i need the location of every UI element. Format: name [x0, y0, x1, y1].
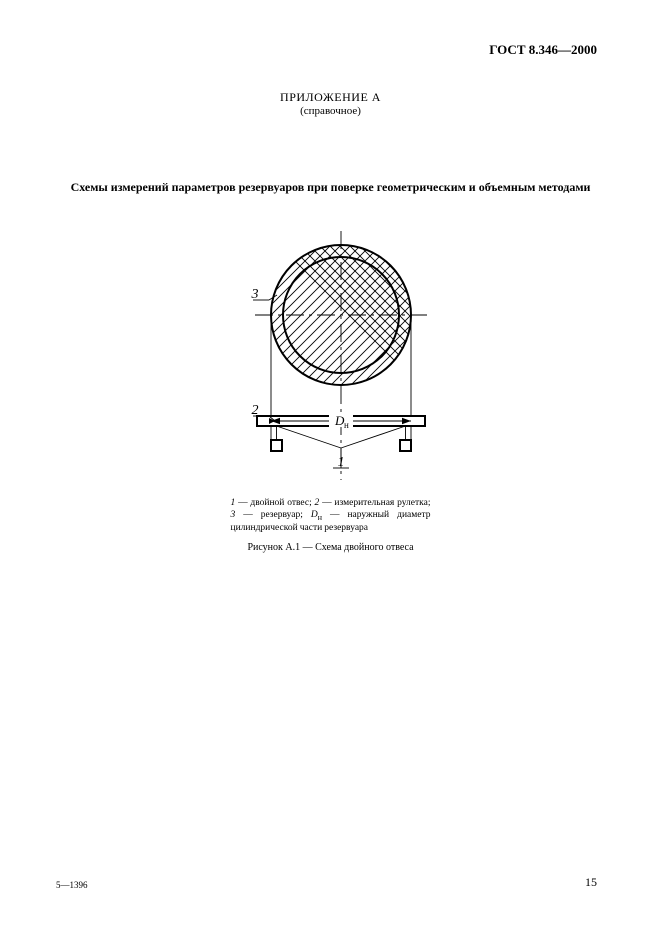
page-number: 15	[585, 875, 597, 890]
svg-text:2: 2	[251, 403, 258, 418]
standard-code: ГОСТ 8.346—2000	[489, 42, 597, 58]
figure-a1: Dн321	[221, 220, 441, 485]
footer-batch: 5—1396	[56, 880, 88, 890]
svg-text:3: 3	[250, 287, 258, 302]
svg-text:н: н	[344, 420, 349, 430]
figure-legend: 1 — двойной отвес; 2 — измерительная рул…	[231, 498, 431, 535]
section-heading: Схемы измерений параметров резервуаров п…	[0, 180, 661, 196]
figure-caption: Рисунок А.1 — Схема двойного отвеса	[231, 542, 431, 555]
appendix-subtitle: (справочное)	[0, 105, 661, 117]
svg-text:1: 1	[337, 455, 344, 470]
appendix-title: ПРИЛОЖЕНИЕ А	[0, 90, 661, 105]
